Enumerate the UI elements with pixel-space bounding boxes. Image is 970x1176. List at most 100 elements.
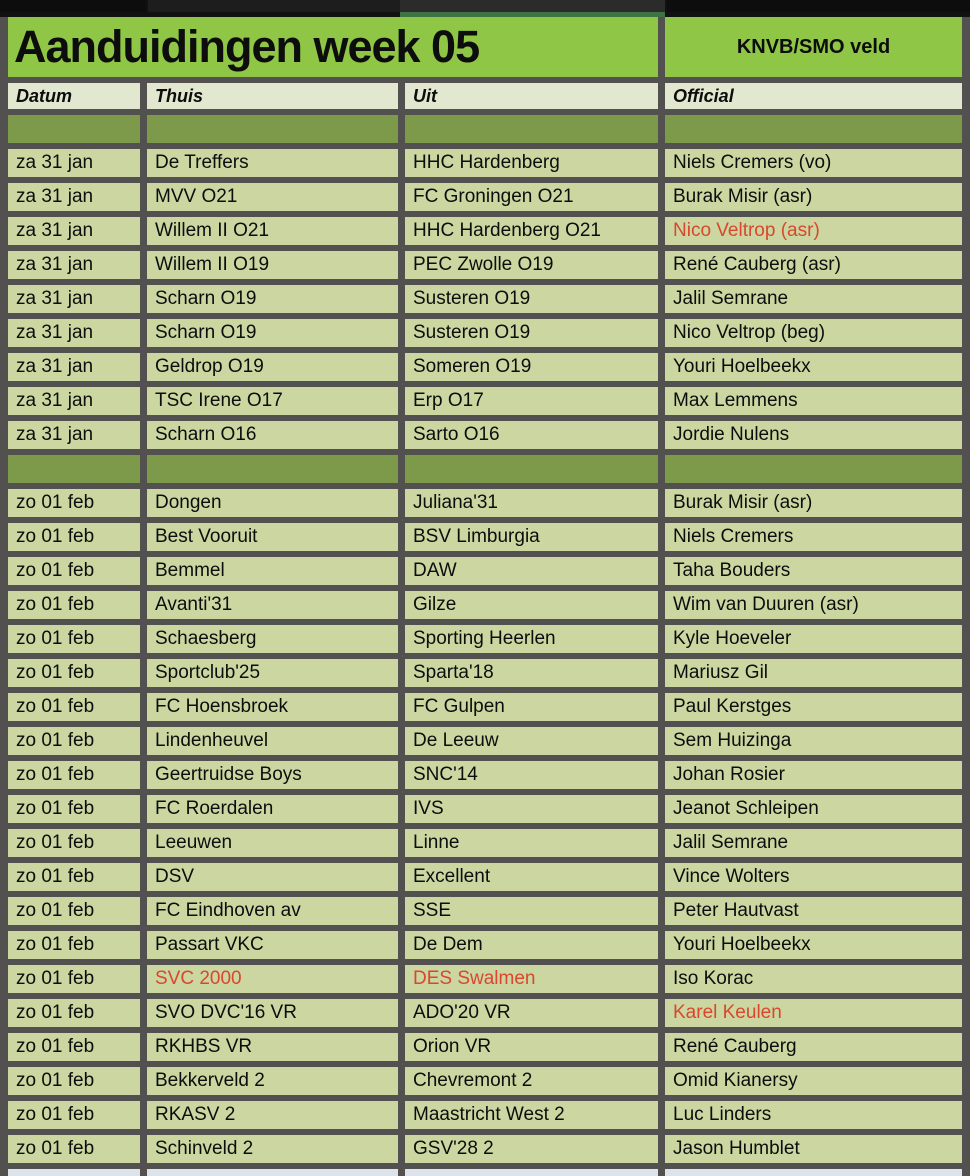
cell-datum[interactable]: zo 01 feb	[8, 965, 140, 993]
cell-official[interactable]: Johan Rosier	[665, 761, 962, 789]
cell-official[interactable]: Jordie Nulens	[665, 421, 962, 449]
cell-official[interactable]: Taha Bouders	[665, 557, 962, 585]
cell-uit[interactable]: Someren O19	[405, 353, 658, 381]
cell-uit[interactable]: IVS	[405, 795, 658, 823]
cell-thuis[interactable]: Scharn O19	[147, 285, 398, 313]
cell-official[interactable]: Jeanot Schleipen	[665, 795, 962, 823]
cell-official[interactable]: Iso Korac	[665, 965, 962, 993]
cell-official[interactable]: Mariusz Gil	[665, 659, 962, 687]
cell-datum[interactable]: zo 01 feb	[8, 523, 140, 551]
cell-uit[interactable]: De Leeuw	[405, 727, 658, 755]
cell-datum[interactable]: zo 01 feb	[8, 829, 140, 857]
cell-datum[interactable]: za 31 jan	[8, 217, 140, 245]
cell-datum[interactable]: zo 01 feb	[8, 1033, 140, 1061]
cell-thuis[interactable]: De Treffers	[147, 149, 398, 177]
cell-uit[interactable]: Chevremont 2	[405, 1067, 658, 1095]
cell-uit[interactable]: FC Groningen O21	[405, 183, 658, 211]
cell-uit[interactable]: Maastricht West 2	[405, 1101, 658, 1129]
cell-uit[interactable]: De Dem	[405, 931, 658, 959]
cell-official[interactable]: Max Lemmens	[665, 387, 962, 415]
cell-uit[interactable]: Juliana'31	[405, 489, 658, 517]
cell-official[interactable]: Youri Hoelbeekx	[665, 353, 962, 381]
column-header-datum[interactable]: Datum	[8, 83, 140, 109]
cell-official[interactable]: Youri Hoelbeekx	[665, 931, 962, 959]
cell-thuis[interactable]: Schinveld 2	[147, 1135, 398, 1163]
cell-uit[interactable]: HHC Hardenberg O21	[405, 217, 658, 245]
cell-datum[interactable]: zo 01 feb	[8, 591, 140, 619]
cell-thuis[interactable]: Willem II O19	[147, 251, 398, 279]
cell-thuis[interactable]: Geertruidse Boys	[147, 761, 398, 789]
cell-official[interactable]: Wim van Duuren (asr)	[665, 591, 962, 619]
page-subtitle[interactable]: KNVB/SMO veld	[665, 17, 962, 77]
cell-thuis[interactable]: Schaesberg	[147, 625, 398, 653]
cell-thuis[interactable]: Lindenheuvel	[147, 727, 398, 755]
cell-thuis[interactable]: FC Roerdalen	[147, 795, 398, 823]
cell-official[interactable]: Peter Hautvast	[665, 897, 962, 925]
cell-official[interactable]: Luc Linders	[665, 1101, 962, 1129]
cell-official[interactable]: Paul Kerstges	[665, 693, 962, 721]
cell-thuis[interactable]: DSV	[147, 863, 398, 891]
cell-datum[interactable]: zo 01 feb	[8, 795, 140, 823]
cell-datum[interactable]: zo 01 feb	[8, 693, 140, 721]
cell-official[interactable]: Jalil Semrane	[665, 285, 962, 313]
cell-datum[interactable]: zo 01 feb	[8, 761, 140, 789]
cell-thuis[interactable]: Geldrop O19	[147, 353, 398, 381]
cell-uit[interactable]: Orion VR	[405, 1033, 658, 1061]
cell-datum[interactable]: zo 01 feb	[8, 727, 140, 755]
cell-datum[interactable]: za 31 jan	[8, 149, 140, 177]
column-header-uit[interactable]: Uit	[405, 83, 658, 109]
cell-datum[interactable]: zo 01 feb	[8, 863, 140, 891]
cell-official[interactable]: Omid Kianersy	[665, 1067, 962, 1095]
cell-datum[interactable]: zo 01 feb	[8, 489, 140, 517]
column-header-official[interactable]: Official	[665, 83, 962, 109]
cell-thuis[interactable]: SVO DVC'16 VR	[147, 999, 398, 1027]
cell-uit[interactable]: Gilze	[405, 591, 658, 619]
cell-datum[interactable]: zo 01 feb	[8, 897, 140, 925]
cell-official[interactable]: Burak Misir (asr)	[665, 183, 962, 211]
cell-uit[interactable]: Excellent	[405, 863, 658, 891]
cell-uit[interactable]: Erp O17	[405, 387, 658, 415]
cell-uit[interactable]: FC Gulpen	[405, 693, 658, 721]
cell-thuis[interactable]: Willem II O21	[147, 217, 398, 245]
cell-uit[interactable]: Sarto O16	[405, 421, 658, 449]
cell-uit[interactable]: Sporting Heerlen	[405, 625, 658, 653]
cell-datum[interactable]: za 31 jan	[8, 387, 140, 415]
cell-thuis[interactable]: Leeuwen	[147, 829, 398, 857]
cell-uit[interactable]: BSV Limburgia	[405, 523, 658, 551]
cell-thuis[interactable]: Bemmel	[147, 557, 398, 585]
cell-official[interactable]: René Cauberg	[665, 1033, 962, 1061]
cell-thuis[interactable]: FC Eindhoven av	[147, 897, 398, 925]
cell-thuis[interactable]: TSC Irene O17	[147, 387, 398, 415]
cell-uit[interactable]: PEC Zwolle O19	[405, 251, 658, 279]
cell-uit[interactable]: SNC'14	[405, 761, 658, 789]
cell-official[interactable]: Sem Huizinga	[665, 727, 962, 755]
cell-uit[interactable]: Susteren O19	[405, 285, 658, 313]
cell-uit[interactable]: DAW	[405, 557, 658, 585]
cell-thuis[interactable]: FC Hoensbroek	[147, 693, 398, 721]
cell-thuis[interactable]: MVV O21	[147, 183, 398, 211]
cell-datum[interactable]: zo 01 feb	[8, 1067, 140, 1095]
cell-thuis[interactable]: RKASV 2	[147, 1101, 398, 1129]
page-title[interactable]: Aanduidingen week 05	[8, 17, 658, 77]
cell-official[interactable]: Nico Veltrop (beg)	[665, 319, 962, 347]
cell-datum[interactable]: zo 01 feb	[8, 1101, 140, 1129]
cell-thuis[interactable]: Scharn O16	[147, 421, 398, 449]
cell-official[interactable]: Niels Cremers (vo)	[665, 149, 962, 177]
column-header-thuis[interactable]: Thuis	[147, 83, 398, 109]
cell-official[interactable]: Jason Humblet	[665, 1135, 962, 1163]
cell-thuis[interactable]: Passart VKC	[147, 931, 398, 959]
cell-thuis[interactable]: Dongen	[147, 489, 398, 517]
cell-datum[interactable]: zo 01 feb	[8, 1135, 140, 1163]
cell-official[interactable]: René Cauberg (asr)	[665, 251, 962, 279]
cell-uit[interactable]: SSE	[405, 897, 658, 925]
cell-uit[interactable]: GSV'28 2	[405, 1135, 658, 1163]
cell-uit[interactable]: DES Swalmen	[405, 965, 658, 993]
cell-datum[interactable]: za 31 jan	[8, 353, 140, 381]
cell-uit[interactable]: ADO'20 VR	[405, 999, 658, 1027]
cell-thuis[interactable]: Best Vooruit	[147, 523, 398, 551]
cell-datum[interactable]: zo 01 feb	[8, 931, 140, 959]
cell-datum[interactable]: za 31 jan	[8, 183, 140, 211]
cell-official[interactable]: Jalil Semrane	[665, 829, 962, 857]
cell-uit[interactable]: HHC Hardenberg	[405, 149, 658, 177]
cell-official[interactable]: Vince Wolters	[665, 863, 962, 891]
